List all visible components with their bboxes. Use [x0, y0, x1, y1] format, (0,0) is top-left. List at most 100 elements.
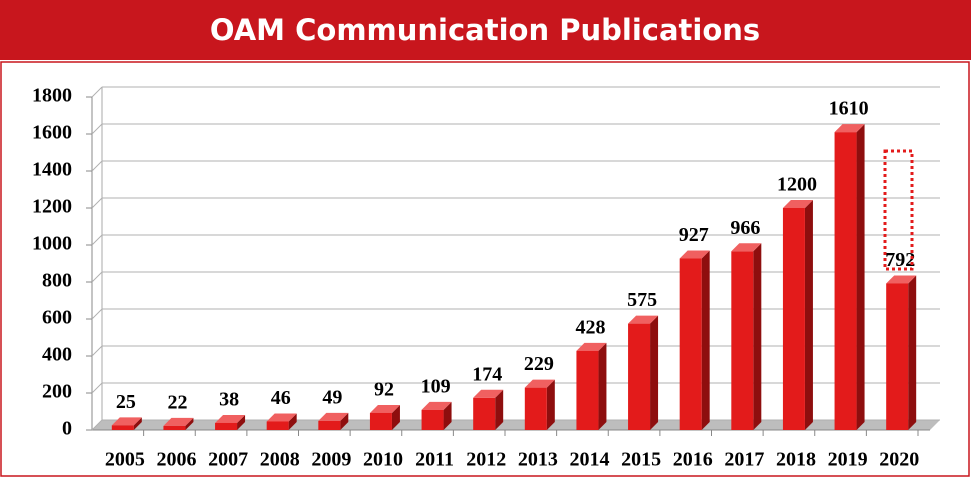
grid-line — [91, 419, 103, 431]
grid-line — [91, 197, 103, 209]
bar-side — [856, 124, 865, 431]
y-tick-label: 1200 — [32, 196, 72, 218]
bar — [111, 425, 134, 430]
bar-side — [185, 417, 194, 430]
bar — [473, 397, 496, 430]
x-tick-label: 2020 — [879, 449, 919, 471]
bar — [886, 283, 909, 430]
bar-top — [163, 417, 194, 426]
bar-side — [753, 243, 762, 430]
y-tick-label: 200 — [42, 381, 72, 403]
bar-side — [237, 414, 246, 430]
x-tick-label: 2007 — [208, 449, 248, 471]
bar-top — [782, 200, 813, 208]
bar-top — [576, 342, 607, 351]
highlight-box — [883, 149, 914, 271]
x-tick-label: 2019 — [828, 449, 868, 471]
bar — [369, 412, 392, 430]
bar-top — [628, 315, 659, 324]
grid-line — [91, 160, 103, 172]
data-label: 927 — [679, 224, 709, 246]
data-label: 49 — [322, 387, 342, 409]
data-label: 109 — [421, 375, 451, 397]
bar-top — [369, 404, 400, 413]
header-band — [0, 0, 971, 60]
bar-side — [133, 417, 142, 430]
bar — [782, 208, 805, 430]
bar — [679, 258, 702, 430]
bar-top — [111, 417, 142, 426]
bar — [163, 425, 186, 430]
bar-top — [731, 243, 762, 252]
bar-top — [421, 401, 452, 410]
bar-top — [679, 250, 710, 259]
x-tick-label: 2017 — [724, 449, 764, 471]
bar-top — [524, 379, 555, 388]
data-label: 22 — [167, 392, 187, 414]
data-label: 38 — [219, 389, 239, 411]
bar — [731, 251, 754, 430]
data-label: 92 — [374, 379, 394, 401]
grid-line — [91, 123, 103, 135]
x-tick-label: 2016 — [673, 449, 713, 471]
data-label: 25 — [116, 391, 136, 413]
grid-line — [91, 86, 103, 98]
bar-top — [318, 412, 349, 421]
data-label: 966 — [730, 217, 760, 239]
bar — [421, 409, 444, 430]
grid-line — [91, 271, 103, 283]
chart-title: OAM Communication Publications — [210, 13, 760, 47]
data-label: 1200 — [777, 174, 817, 196]
data-label: 229 — [524, 353, 554, 375]
x-tick-label: 2006 — [156, 449, 196, 471]
bar — [266, 421, 289, 430]
y-tick-label: 1000 — [32, 233, 72, 255]
x-tick-label: 2009 — [311, 449, 351, 471]
x-tick-label: 2008 — [260, 449, 300, 471]
x-tick-label: 2013 — [518, 449, 558, 471]
y-tick-label: 1800 — [32, 85, 72, 107]
bar-top — [886, 275, 917, 284]
bar-side — [391, 404, 400, 430]
bar-side — [340, 412, 349, 430]
plot-area: 0 200 400 600 800 1000 1200 1400 1600 1800 2005 25 2… — [32, 85, 940, 471]
data-label: 1610 — [829, 98, 869, 120]
bar-side — [443, 401, 452, 430]
frame — [0, 61, 970, 477]
x-tick-label: 2011 — [415, 449, 454, 471]
y-tick-label: 800 — [42, 270, 72, 292]
bar-top — [834, 124, 865, 133]
bar-side — [288, 413, 297, 430]
data-label: 46 — [271, 387, 291, 409]
y-tick-label: 1600 — [32, 122, 72, 144]
bar-top — [473, 389, 504, 398]
x-tick-label: 2005 — [105, 449, 145, 471]
grid-line — [91, 345, 103, 357]
bar — [215, 422, 238, 430]
data-label: 174 — [472, 363, 502, 385]
x-tick-label: 2015 — [621, 449, 661, 471]
data-label: 575 — [627, 289, 657, 311]
grid-line — [91, 382, 103, 394]
bar — [628, 323, 651, 430]
x-tick-label: 2012 — [466, 449, 506, 471]
bar-side — [701, 250, 710, 430]
grid-line — [91, 308, 103, 320]
bar-side — [650, 315, 659, 430]
bar — [318, 420, 341, 430]
bar-side — [804, 200, 813, 430]
x-tick-label: 2018 — [776, 449, 816, 471]
bar-side — [598, 342, 607, 430]
bar-top — [266, 413, 297, 422]
bar-side — [495, 389, 504, 430]
bar — [834, 132, 857, 430]
y-tick-label: 0 — [62, 418, 72, 440]
y-tick-label: 400 — [42, 344, 72, 366]
data-label: 792 — [885, 249, 915, 271]
bar-side — [546, 379, 555, 430]
bar-side — [908, 275, 917, 430]
x-tick-label: 2010 — [363, 449, 403, 471]
y-tick-label: 600 — [42, 307, 72, 329]
bar — [576, 350, 599, 430]
